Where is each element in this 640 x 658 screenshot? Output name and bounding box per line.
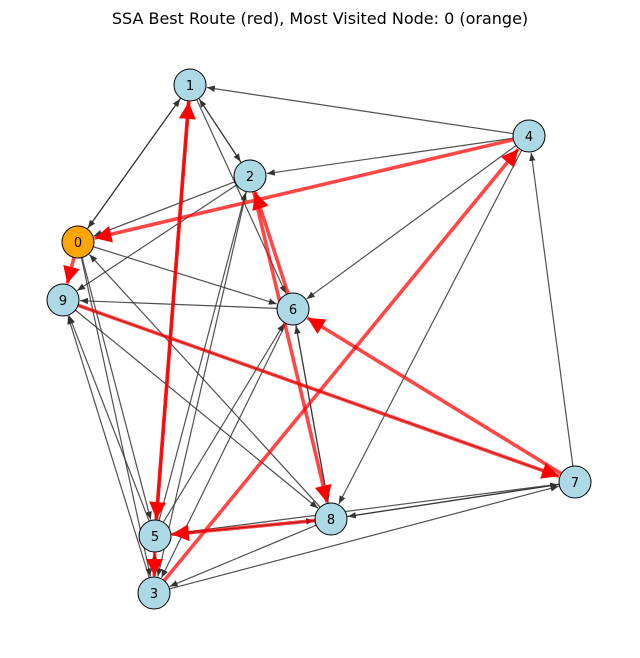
- edge-4-8: [338, 149, 523, 505]
- node-label-7: 7: [571, 476, 579, 491]
- graph-node-4: 4: [512, 119, 546, 153]
- node-label-0: 0: [74, 236, 82, 251]
- node-circle-2: [233, 159, 267, 193]
- graph-node-3: 3: [137, 576, 171, 610]
- node-circle-4: [512, 119, 546, 153]
- node-label-9: 9: [59, 294, 67, 309]
- node-circle-0: [61, 225, 95, 259]
- node-label-6: 6: [289, 303, 297, 318]
- edge-6-9: [79, 297, 278, 309]
- edge-0-1: [86, 98, 181, 230]
- graph-node-2: 2: [233, 159, 267, 193]
- node-circle-7: [558, 465, 592, 499]
- route-edge-5-1: [154, 101, 196, 521]
- edge-0-6: [93, 246, 277, 305]
- route-edge-7-6: [306, 316, 563, 476]
- figure-title: SSA Best Route (red), Most Visited Node:…: [112, 9, 528, 28]
- edge-3-7: [169, 485, 559, 590]
- edge-5-9: [68, 315, 150, 522]
- edge-2-1: [198, 98, 242, 163]
- edge-8-0: [89, 254, 321, 508]
- edge-3-9: [67, 316, 150, 578]
- edge-7-5: [171, 483, 560, 536]
- graph-node-7: 7: [558, 465, 592, 499]
- edge-9-8: [75, 309, 319, 509]
- graph-node-1: 1: [173, 68, 207, 102]
- best-route-layer: [63, 100, 563, 582]
- edge-5-2: [158, 192, 247, 521]
- node-label-1: 1: [186, 79, 194, 94]
- route-edge-6-2: [252, 191, 290, 295]
- node-label-3: 3: [150, 587, 158, 602]
- graph-node-9: 9: [46, 283, 80, 317]
- graph-node-0: 0: [61, 225, 95, 259]
- graph-node-5: 5: [138, 519, 172, 553]
- edge-8-3: [169, 524, 317, 587]
- edge-4-2: [266, 137, 514, 176]
- edge-2-9: [76, 184, 237, 292]
- edge-6-8: [295, 324, 330, 503]
- edge-5-6: [162, 323, 285, 523]
- edge-0-3: [80, 257, 152, 577]
- node-circle-6: [276, 292, 310, 326]
- node-label-8: 8: [327, 513, 335, 528]
- route-edge-9-7: [77, 303, 560, 479]
- edge-4-6: [306, 144, 517, 300]
- node-circle-8: [314, 502, 348, 536]
- route-edge-8-5: [171, 518, 316, 542]
- node-circle-5: [138, 519, 172, 553]
- edge-2-3: [156, 191, 247, 577]
- node-label-2: 2: [246, 170, 254, 185]
- route-edge-4-0: [94, 137, 514, 243]
- edge-6-3: [160, 323, 287, 578]
- node-circle-1: [173, 68, 207, 102]
- edge-2-0: [93, 181, 236, 237]
- edge-4-1: [206, 85, 514, 135]
- node-layer: 0 1 2 3 4 5 6 7 8 9: [46, 68, 592, 610]
- node-circle-9: [46, 283, 80, 317]
- node-label-5: 5: [151, 530, 159, 545]
- route-edge-2-8: [251, 191, 332, 503]
- graph-node-6: 6: [276, 292, 310, 326]
- edge-0-5: [81, 257, 152, 520]
- route-edge-0-9: [63, 257, 80, 284]
- route-edge-3-4: [162, 148, 520, 582]
- edge-7-4: [529, 152, 574, 467]
- graph-node-8: 8: [314, 502, 348, 536]
- node-label-4: 4: [525, 130, 533, 145]
- edge-7-8: [347, 483, 560, 519]
- node-circle-3: [137, 576, 171, 610]
